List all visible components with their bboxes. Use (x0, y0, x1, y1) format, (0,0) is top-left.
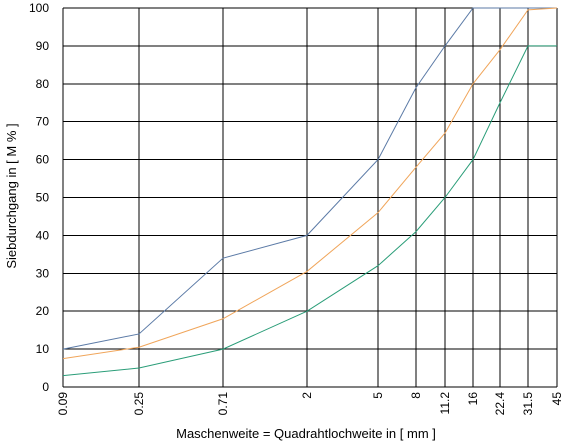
series-line-middle (62, 7, 558, 360)
y-tick-label: 80 (36, 77, 50, 91)
y-tick-label: 70 (36, 115, 50, 129)
x-tick-label: 8 (409, 392, 423, 399)
y-tick-label: 50 (36, 191, 50, 205)
y-tick-label: 0 (42, 380, 49, 394)
x-tick-label: 31.5 (521, 392, 535, 416)
y-tick-label: 20 (36, 304, 50, 318)
y-tick-label: 90 (36, 39, 50, 53)
y-tick-label: 30 (36, 266, 50, 280)
x-tick-label: 2 (300, 392, 314, 399)
y-axis-title: Siebdurchgang in [ M % ] (4, 123, 19, 268)
y-tick-labels: 0 10 20 30 40 50 60 70 80 90 100 (29, 1, 49, 394)
x-tick-label: 45 (550, 392, 564, 406)
x-tick-labels: 0.09 0.25 0.71 2 5 8 11.2 16 22.4 31.5 45 (56, 392, 564, 416)
y-tick-label: 60 (36, 153, 50, 167)
x-tick-label: 0.71 (216, 392, 230, 416)
series-lines (62, 7, 558, 377)
x-tick-label: 5 (371, 392, 385, 399)
x-tick-label: 0.09 (56, 392, 70, 416)
x-tick-label: 22.4 (493, 392, 507, 416)
y-tick-label: 10 (36, 342, 50, 356)
series-line-lower (62, 45, 557, 377)
grid (62, 7, 558, 388)
x-tick-label: 0.25 (132, 392, 146, 416)
y-tick-label: 100 (29, 1, 49, 15)
x-tick-label: 16 (466, 392, 480, 406)
series-line-upper (62, 7, 557, 350)
x-tick-label: 11.2 (438, 392, 452, 415)
x-axis-title: Maschenweite = Quadrahtlochweite in [ mm… (176, 426, 436, 441)
y-tick-label: 40 (36, 228, 50, 242)
